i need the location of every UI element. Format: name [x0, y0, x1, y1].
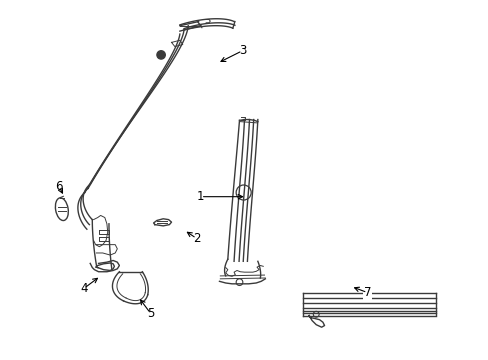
Text: 1: 1 [197, 190, 204, 203]
Text: 5: 5 [147, 307, 154, 320]
Text: 3: 3 [238, 44, 245, 57]
Text: 7: 7 [363, 286, 370, 299]
Circle shape [157, 51, 165, 59]
Text: 2: 2 [192, 232, 200, 245]
Text: 6: 6 [55, 180, 62, 193]
Text: 4: 4 [80, 282, 87, 295]
